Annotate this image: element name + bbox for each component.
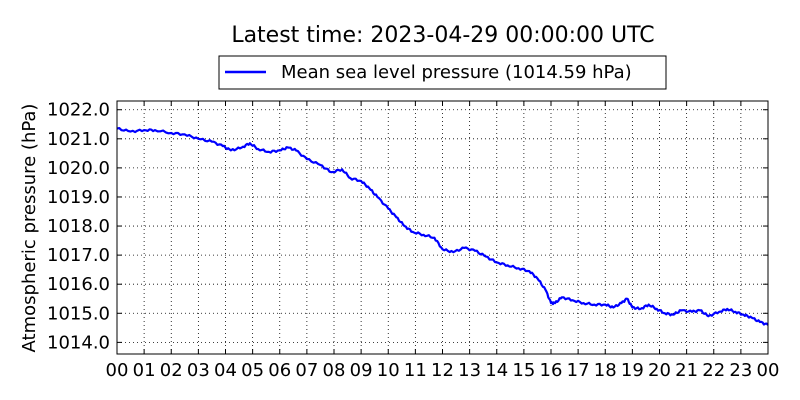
x-tick-label: 04 <box>214 360 237 381</box>
y-tick-label: 1020.0 <box>47 158 110 179</box>
x-tick-label: 07 <box>295 360 318 381</box>
y-tick-label: 1022.0 <box>47 100 110 121</box>
x-tick-label: 22 <box>702 360 725 381</box>
x-tick-label: 01 <box>133 360 156 381</box>
y-tick-label: 1018.0 <box>47 216 110 237</box>
series-layer <box>116 127 769 326</box>
x-tick-label: 17 <box>567 360 590 381</box>
x-tick-label: 00 <box>106 360 129 381</box>
x-tick-label: 12 <box>431 360 454 381</box>
y-tick-label: 1015.0 <box>47 303 110 324</box>
chart-title: Latest time: 2023-04-29 00:00:00 UTC <box>231 23 654 48</box>
y-axis-label: Atmospheric pressure (hPa) <box>19 104 40 353</box>
ticks <box>116 101 769 354</box>
y-tick-labels: 1014.0 1015.0 1016.0 1017.0 1018.0 1019.0 1020… <box>47 100 110 354</box>
x-tick-label: 19 <box>621 360 644 381</box>
x-tick-label: 20 <box>648 360 671 381</box>
x-tick-label: 10 <box>377 360 400 381</box>
y-tick-label: 1016.0 <box>47 274 110 295</box>
x-tick-label: 11 <box>404 360 427 381</box>
x-tick-label: 02 <box>160 360 183 381</box>
x-tick-label: 18 <box>594 360 617 381</box>
x-tick-label: 15 <box>512 360 535 381</box>
x-tick-labels: 00 01 02 03 04 05 06 07 08 09 10 11 12 13 14 15 16 17 18 19… <box>106 360 780 381</box>
x-tick-label: 21 <box>675 360 698 381</box>
x-tick-label: 05 <box>241 360 264 381</box>
x-tick-label: 06 <box>268 360 291 381</box>
x-tick-label: 00 <box>757 360 780 381</box>
y-tick-label: 1019.0 <box>47 187 110 208</box>
x-tick-label: 08 <box>323 360 346 381</box>
legend: Mean sea level pressure (1014.59 hPa) <box>218 55 667 90</box>
x-tick-label: 09 <box>350 360 373 381</box>
x-tick-label: 23 <box>729 360 752 381</box>
legend-box <box>218 55 667 90</box>
grid <box>117 101 768 354</box>
x-tick-label: 16 <box>540 360 563 381</box>
y-tick-label: 1014.0 <box>47 332 110 353</box>
x-tick-label: 03 <box>187 360 210 381</box>
x-tick-label: 13 <box>458 360 481 381</box>
y-tick-label: 1017.0 <box>47 245 110 266</box>
legend-label: Mean sea level pressure (1014.59 hPa) <box>281 62 632 83</box>
x-tick-label: 14 <box>485 360 508 381</box>
y-tick-label: 1021.0 <box>47 129 110 150</box>
pressure-series-line <box>116 127 769 326</box>
